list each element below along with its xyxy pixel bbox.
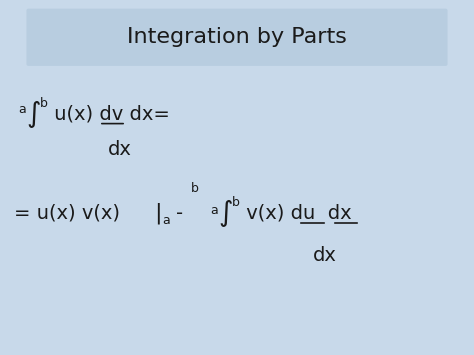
Text: b: b (40, 97, 48, 110)
Text: Integration by Parts: Integration by Parts (127, 27, 347, 47)
Text: dx: dx (313, 246, 337, 265)
Text: u(x) dv dx=: u(x) dv dx= (48, 104, 170, 123)
Text: dx: dx (108, 140, 132, 159)
Text: b: b (191, 182, 199, 195)
Text: = u(x) v(x): = u(x) v(x) (14, 203, 120, 223)
FancyBboxPatch shape (12, 72, 462, 350)
FancyBboxPatch shape (27, 9, 447, 66)
Text: a: a (210, 203, 218, 217)
Text: v(x) du  dx: v(x) du dx (240, 203, 352, 223)
Text: ∫: ∫ (26, 100, 40, 127)
Text: ∫: ∫ (218, 199, 233, 227)
Text: -: - (176, 203, 183, 223)
Text: b: b (232, 197, 240, 209)
Text: a: a (18, 103, 26, 116)
Text: |: | (154, 202, 162, 224)
Text: a: a (162, 214, 170, 228)
